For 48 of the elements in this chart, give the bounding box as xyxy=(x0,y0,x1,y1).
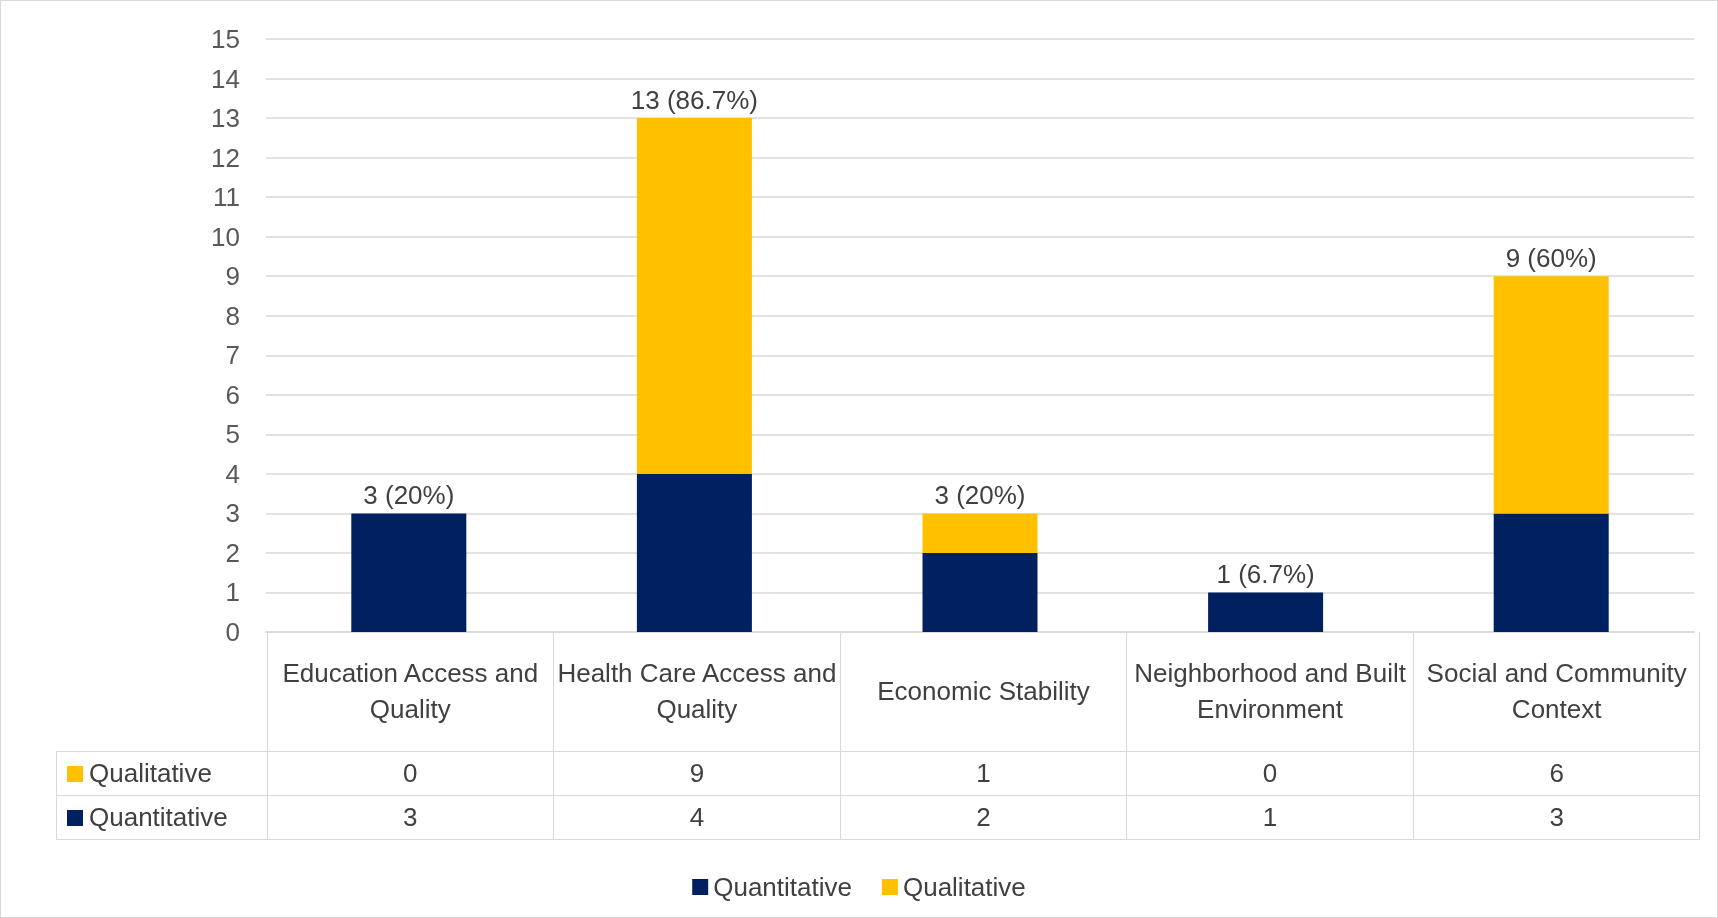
y-tick-label: 14 xyxy=(211,63,240,94)
x-tick-label: Social and Community Context xyxy=(1413,632,1700,751)
y-tick-label: 9 xyxy=(225,261,240,292)
total-label: 3 (20%) xyxy=(363,480,455,511)
data-label: 3 xyxy=(1413,795,1700,839)
data-label: 4 xyxy=(553,795,841,839)
bar xyxy=(636,118,752,474)
y-tick-label: 12 xyxy=(211,142,240,173)
y-tick-label: 15 xyxy=(211,24,240,54)
text: Qualitative xyxy=(89,757,212,788)
text: Quantitative xyxy=(713,872,852,902)
y-tick-label: 2 xyxy=(225,537,240,568)
data-label: 6 xyxy=(1413,751,1700,795)
total-label: 1 (6.7%) xyxy=(1216,559,1315,590)
data-label: 1 xyxy=(840,751,1127,795)
y-tick-label: 4 xyxy=(225,458,240,489)
bar xyxy=(922,513,1038,553)
bar xyxy=(1493,276,1609,514)
bar xyxy=(351,513,467,632)
x-tick-label: Education Access and Quality xyxy=(267,632,554,751)
total-label: 13 (86.7%) xyxy=(630,85,758,116)
legend-label: Quantitative xyxy=(56,795,267,839)
bar xyxy=(636,473,752,632)
bar xyxy=(922,552,1038,632)
data-label: 0 xyxy=(267,751,554,795)
y-tick-label: 3 xyxy=(225,498,240,529)
y-tick-label: 6 xyxy=(225,379,240,410)
x-tick-label: Economic Stability xyxy=(840,632,1127,751)
total-label: 3 (20%) xyxy=(934,480,1026,511)
y-tick-label: 8 xyxy=(225,300,240,331)
data-label: 3 xyxy=(267,795,554,839)
legend-label: Qualitative xyxy=(902,872,1026,902)
x-tick-label: Neighborhood and Built Environment xyxy=(1126,632,1414,751)
y-tick-label: 10 xyxy=(211,221,240,252)
bar xyxy=(1208,592,1324,632)
total-label: 9 (60%) xyxy=(1505,243,1597,274)
y-tick-label: 5 xyxy=(225,419,240,450)
y-tick-label: 0 xyxy=(225,617,240,647)
bar xyxy=(1493,513,1609,632)
y-tick-label: 13 xyxy=(211,103,240,134)
y-tick-label: 1 xyxy=(225,577,240,608)
y-tick-label: 7 xyxy=(225,340,240,371)
x-tick-label: Health Care Access and Quality xyxy=(553,632,841,751)
data-label: 9 xyxy=(553,751,841,795)
data-label: 0 xyxy=(1126,751,1414,795)
data-label: 1 xyxy=(1126,795,1414,839)
data-label: 2 xyxy=(840,795,1127,839)
y-tick-label: 11 xyxy=(213,182,240,213)
